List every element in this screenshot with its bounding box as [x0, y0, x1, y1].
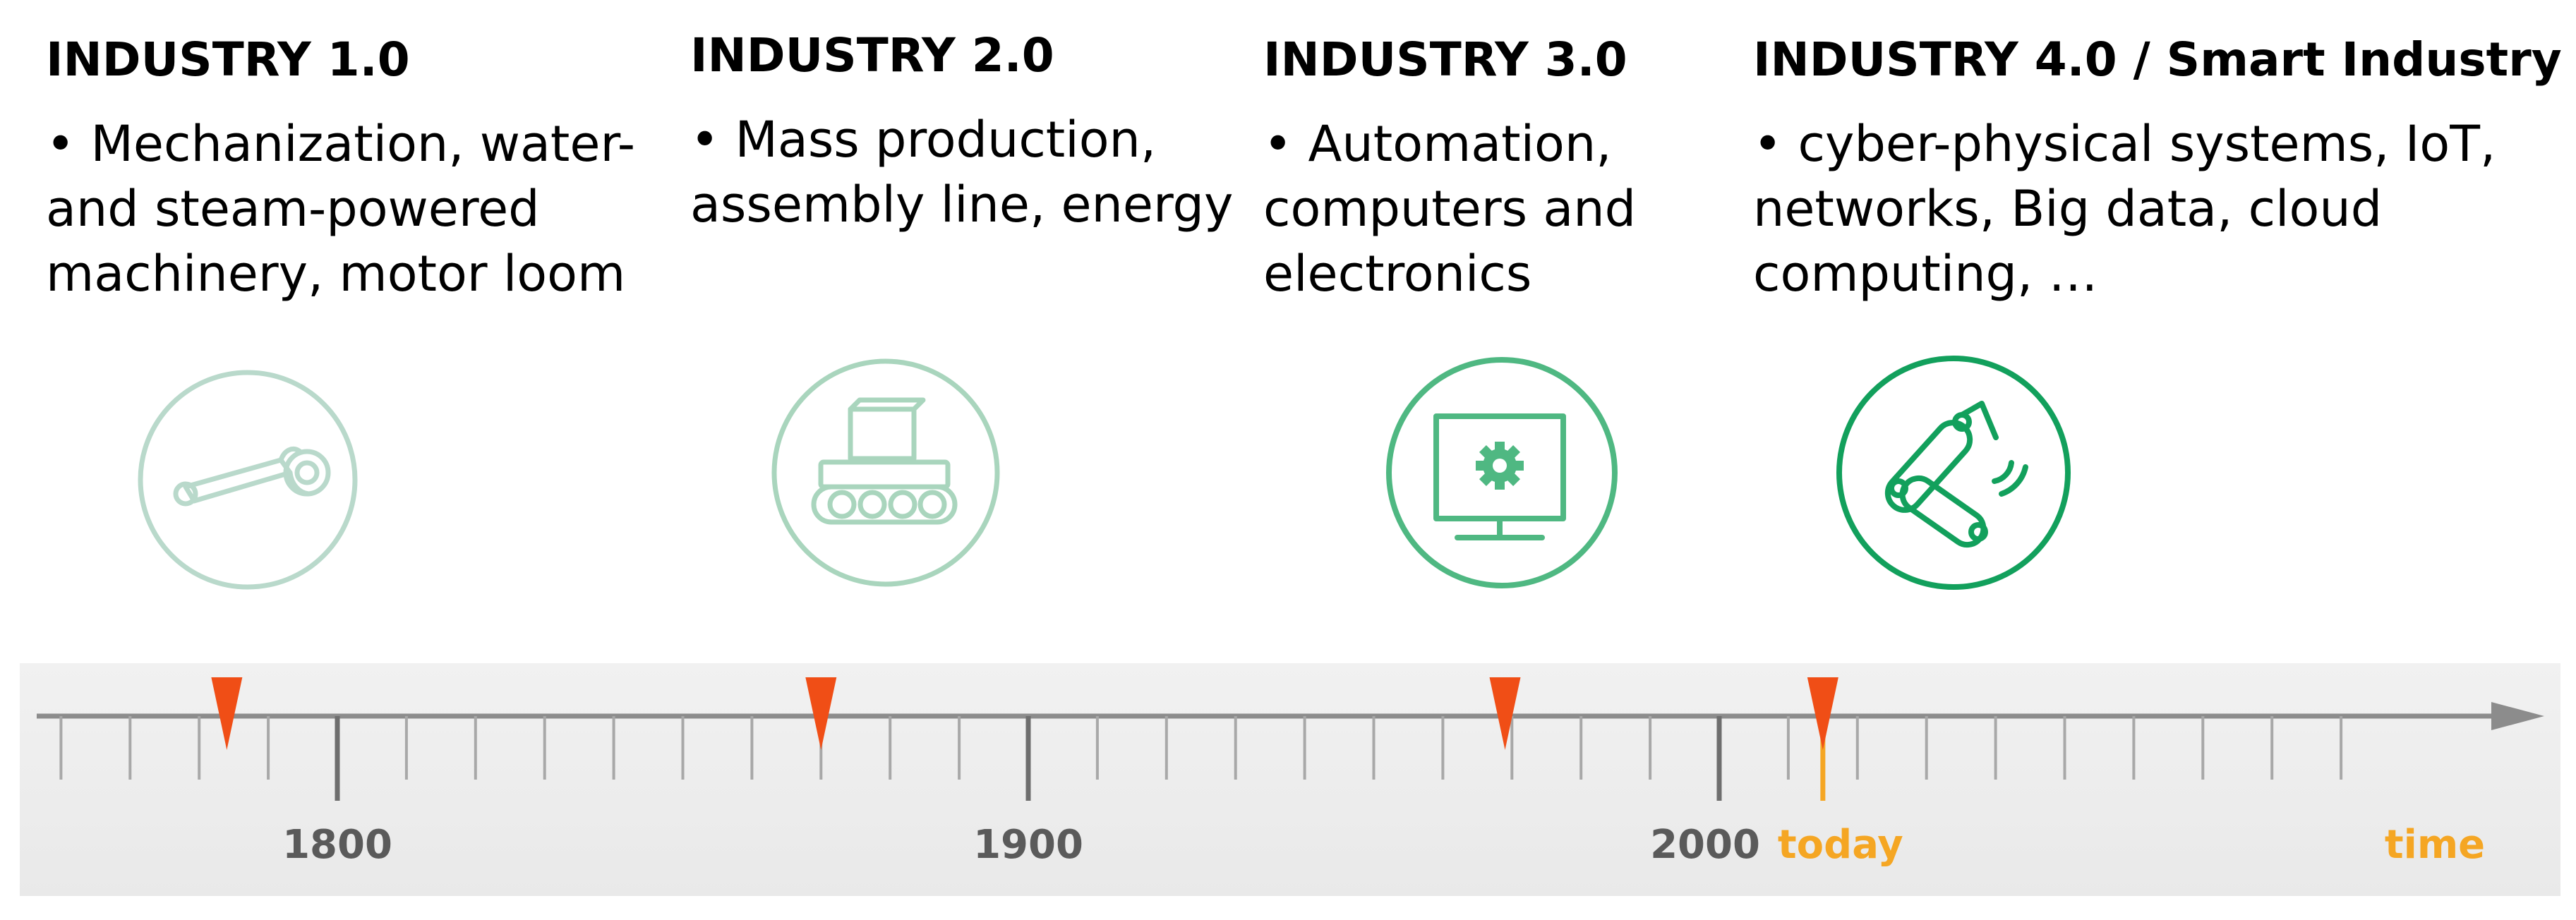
industry-3-title: INDUSTRY 3.0 — [1263, 32, 1627, 87]
industry-1-line: and steam-powered — [46, 180, 540, 238]
industry-1-line: • Mechanization, water- — [46, 115, 636, 173]
industry-4-title: INDUSTRY 4.0 / Smart Industry — [1753, 32, 2562, 87]
industry-4-description: • cyber-physical systems, IoT, networks,… — [1753, 111, 2562, 306]
steam-engine-icon — [138, 370, 358, 590]
industry-2-line: assembly line, energy — [690, 176, 1234, 234]
industry-3-line: computers and — [1263, 180, 1637, 238]
industry-4-column: INDUSTRY 4.0 / Smart Industry • cyber-ph… — [1753, 28, 2562, 306]
industry-3-description: • Automation, computers and electronics — [1263, 111, 1636, 306]
year-label-1900: 1900 — [973, 822, 1083, 868]
year-label-2000: 2000 — [1650, 822, 1760, 868]
time-axis-label: time — [2384, 822, 2486, 868]
computer-monitor-icon — [1386, 357, 1618, 588]
today-label: today — [1777, 822, 1903, 868]
industry-2-description: • Mass production, assembly line, energy — [690, 107, 1233, 237]
industry-1-column: INDUSTRY 1.0 • Mechanization, water- and… — [46, 28, 635, 306]
robot-arm-icon — [1836, 356, 2071, 590]
industry-2-line: • Mass production, — [690, 111, 1157, 169]
industry-3-column: INDUSTRY 3.0 • Automation, computers and… — [1263, 28, 1636, 306]
industry-2-column: INDUSTRY 2.0 • Mass production, assembly… — [690, 24, 1233, 237]
industry-4-line: • cyber-physical systems, IoT, — [1753, 115, 2496, 173]
conveyor-belt-icon — [771, 358, 1000, 587]
year-label-1800: 1800 — [282, 822, 392, 868]
industry-3-line: • Automation, — [1263, 115, 1612, 173]
industry-1-title: INDUSTRY 1.0 — [46, 32, 410, 87]
industry-marker-2 — [805, 677, 837, 750]
industry-1-description: • Mechanization, water- and steam-powere… — [46, 111, 635, 306]
industry-4-line: computing, … — [1753, 245, 2098, 303]
industry-marker-3 — [1489, 677, 1521, 750]
industry-3-line: electronics — [1263, 245, 1532, 303]
timeline-arrowhead — [2491, 702, 2544, 730]
industry-1-line: machinery, motor loom — [46, 245, 626, 303]
gear-icon — [1476, 442, 1524, 490]
industry-4-line: networks, Big data, cloud — [1753, 180, 2383, 238]
timeline-band — [20, 663, 2560, 896]
industry-marker-1 — [211, 677, 243, 750]
industry-marker-4 — [1807, 677, 1838, 750]
industry-2-title: INDUSTRY 2.0 — [690, 28, 1054, 83]
